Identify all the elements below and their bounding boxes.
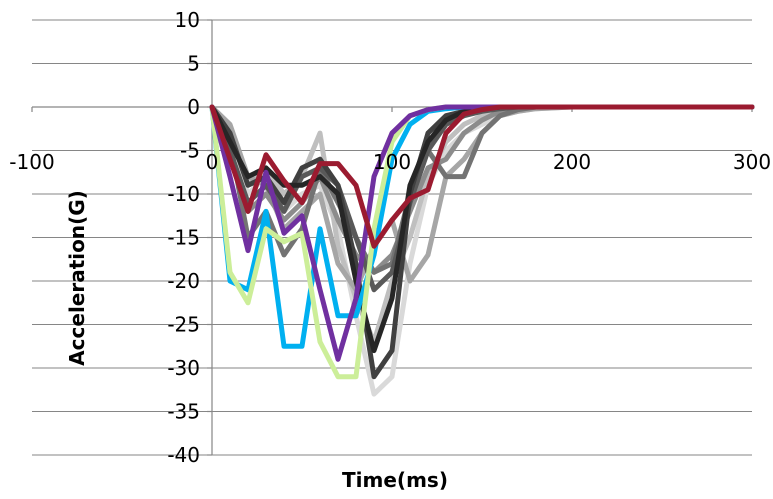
y-tick-label: -10 <box>167 182 200 206</box>
y-tick-label: -40 <box>167 443 200 467</box>
x-tick-labels: -100 0 100 200 300 <box>9 150 771 174</box>
y-tick-label: 0 <box>187 95 200 119</box>
y-tick-label: -20 <box>167 269 200 293</box>
y-tick-label: -35 <box>167 400 200 424</box>
series-line-11 <box>209 104 755 362</box>
series-line-12 <box>209 104 755 249</box>
y-tick-label: -25 <box>167 313 200 337</box>
y-tick-label: -5 <box>180 139 200 163</box>
x-tick-label: 200 <box>553 150 591 174</box>
x-axis-title: Time(ms) <box>342 468 448 492</box>
series-line-8 <box>209 104 755 354</box>
x-tick-label: -100 <box>9 150 54 174</box>
x-tick-label: 300 <box>733 150 771 174</box>
x-tick-label: 100 <box>373 150 411 174</box>
y-axis-title: Acceleration(G) <box>65 190 89 366</box>
y-tick-label: 5 <box>187 52 200 76</box>
y-tick-labels: 10 5 0 -5 -10 -15 -20 -25 -30 -35 -40 <box>167 8 200 467</box>
grid-lines <box>32 19 752 456</box>
y-tick-label: 10 <box>175 8 200 32</box>
x-tick-label: 0 <box>206 150 219 174</box>
y-tick-label: -30 <box>167 356 200 380</box>
series-lines <box>209 104 755 397</box>
y-tick-label: -15 <box>167 226 200 250</box>
